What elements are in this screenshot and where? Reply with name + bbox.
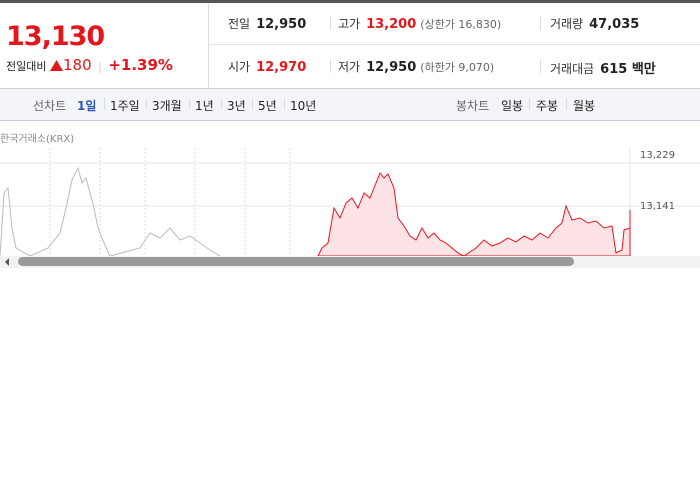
summary-cell: 거래대금 615 백만 [550, 58, 656, 77]
tab-separator [284, 98, 285, 110]
cell-label: 고가 [338, 17, 361, 31]
tab-separator [566, 98, 567, 110]
candle-tab[interactable]: 일봉 [501, 99, 524, 113]
price-tick: 13,229 [640, 150, 675, 161]
tab-separator [221, 98, 222, 110]
cell-value: 615 백만 [600, 62, 656, 77]
summary-cell: 저가 12,950 (하한가 9,070) [338, 58, 494, 75]
cell-note: (하한가 9,070) [420, 61, 495, 74]
candle-tab[interactable]: 월봉 [573, 99, 596, 113]
price-tick: 13,141 [640, 201, 675, 212]
cell-label: 시가 [228, 60, 251, 74]
tab-separator [529, 98, 530, 110]
summary-cell: 전일 12,950 [228, 15, 306, 32]
quote-panel: 13,130 전일대비 180 | +1.39% [0, 3, 209, 88]
change-amount: 180 [62, 56, 92, 74]
toolbar: 선차트 1일 1주일 3개월 1년 3년 5년 10년 봉차트 일봉 주봉 월봉 [0, 88, 700, 121]
change-percent: +1.39% [108, 56, 173, 74]
cell-value: 47,035 [589, 17, 640, 32]
cell-value: 13,200 [366, 17, 417, 32]
cell-value: 12,950 [366, 60, 417, 75]
summary-cell: 거래량 47,035 [550, 15, 639, 32]
cell-label: 저가 [338, 60, 361, 74]
period-tab[interactable]: 10년 [290, 99, 317, 113]
period-tab[interactable]: 3년 [227, 99, 246, 113]
period-tab[interactable]: 1년 [195, 99, 214, 113]
summary-cell: 고가 13,200 (상한가 16,830) [338, 15, 501, 32]
period-tab[interactable]: 1주일 [110, 99, 140, 113]
change-row: 전일대비 180 | +1.39% [6, 56, 173, 74]
tab-separator [146, 98, 147, 110]
cell-value: 12,950 [256, 17, 307, 32]
cell-label: 전일 [228, 17, 251, 31]
tab-separator [189, 98, 190, 110]
cell-note: (상한가 16,830) [420, 18, 502, 31]
scrollbar[interactable] [0, 256, 700, 268]
period-tab[interactable]: 1일 [77, 99, 97, 113]
period-tab[interactable]: 5년 [258, 99, 277, 113]
cell-label: 거래대금 [550, 62, 595, 76]
line-chart-label: 선차트 [33, 99, 67, 113]
change-label: 전일대비 [6, 60, 47, 73]
tab-separator [104, 98, 105, 110]
top-border [0, 0, 700, 3]
cell-value: 12,970 [256, 60, 307, 75]
row-divider [209, 44, 700, 45]
period-tab[interactable]: 3개월 [152, 99, 182, 113]
data-source: 한국거래소(KRX) [0, 134, 75, 145]
tab-separator [252, 98, 253, 110]
candle-chart-label: 봉차트 [456, 99, 490, 113]
up-arrow [49, 60, 63, 71]
current-price: 13,130 [6, 21, 105, 52]
price-chart [0, 148, 700, 256]
summary-cell: 시가 12,970 [228, 58, 306, 75]
candle-tab[interactable]: 주봉 [536, 99, 559, 113]
cell-label: 거래량 [550, 17, 584, 31]
